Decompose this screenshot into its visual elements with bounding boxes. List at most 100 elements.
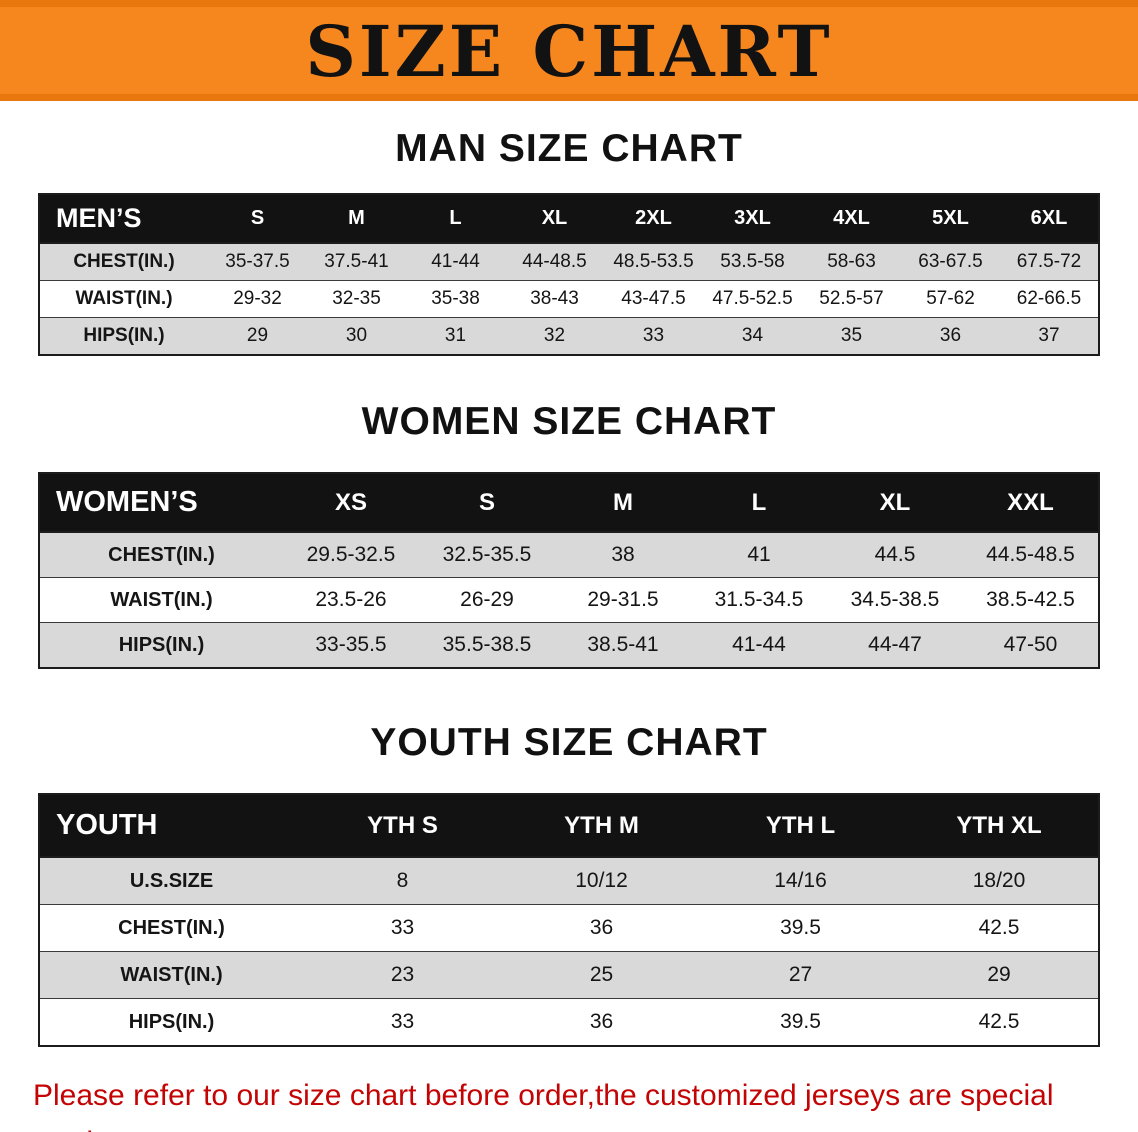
size-column-header: 3XL — [734, 207, 771, 229]
size-value: 30 — [345, 325, 368, 346]
size-column-header: XS — [334, 488, 367, 516]
size-value: 52.5-57 — [819, 288, 884, 309]
table-row: U.S.SIZE 8 10/12 14/16 18/20 — [39, 857, 1099, 905]
women-size-table: WOMEN’S XS S M L XL XXL CHEST(IN.) 29.5-32.5 32.5… — [38, 472, 1100, 669]
size-column-header: L — [751, 488, 767, 516]
size-column-header: XL — [541, 207, 568, 229]
men-size-table: MEN’S S M L XL 2XL 3XL 4XL 5XL 6XL CHEST(IN.) 35-37… — [38, 193, 1100, 356]
measurement-label: CHEST(IN.) — [118, 916, 225, 939]
size-column-header: YTH M — [564, 811, 639, 839]
size-value: 42.5 — [978, 916, 1020, 939]
size-value: 48.5-53.5 — [613, 251, 694, 272]
size-value: 36 — [939, 325, 962, 346]
size-column-header: XXL — [1007, 488, 1054, 516]
size-column-header: L — [449, 207, 462, 229]
size-value: 29 — [246, 325, 269, 346]
table-title-cell: WOMEN’S — [56, 486, 198, 518]
size-column-header: 2XL — [635, 207, 672, 229]
table-row: WAIST(IN.) 23 25 27 29 — [39, 951, 1099, 999]
youth-section-heading: YOUTH SIZE CHART — [370, 721, 768, 764]
youth-size-table: YOUTH YTH S YTH M YTH L YTH XL U.S.SIZE 8 10/12… — [38, 793, 1100, 1047]
size-value: 31 — [444, 325, 467, 346]
size-value: 38 — [611, 543, 635, 566]
size-value: 36 — [589, 1010, 614, 1033]
size-value: 41-44 — [732, 633, 786, 656]
table-title-cell: MEN’S — [56, 203, 142, 233]
size-value: 44-47 — [868, 633, 922, 656]
size-value: 33 — [390, 1010, 415, 1033]
table-header-row: YOUTH YTH S YTH M YTH L YTH XL — [39, 794, 1099, 857]
size-value: 58-63 — [827, 251, 876, 272]
size-column-header: YTH XL — [956, 811, 1042, 839]
size-value: 8 — [396, 869, 409, 892]
size-value: 34.5-38.5 — [850, 588, 940, 611]
size-value: 42.5 — [978, 1010, 1020, 1033]
size-value: 38.5-42.5 — [986, 588, 1075, 611]
size-value: 47-50 — [1003, 633, 1058, 656]
size-column-header: XL — [879, 488, 911, 516]
measurement-label: WAIST(IN.) — [75, 288, 173, 309]
size-column-header: YTH L — [765, 811, 836, 839]
measurement-label: CHEST(IN.) — [73, 251, 175, 272]
size-value: 38.5-41 — [587, 633, 659, 656]
footer-note: Please refer to our size chart before or… — [33, 1073, 1105, 1132]
size-value: 29-32 — [233, 288, 282, 309]
measurement-label: HIPS(IN.) — [83, 325, 165, 346]
size-value: 33 — [390, 916, 415, 939]
table-row: CHEST(IN.) 35-37.5 37.5-41 41-44 44-48.5 48.5… — [39, 243, 1099, 281]
size-value: 62-66.5 — [1016, 288, 1082, 309]
size-value: 39.5 — [780, 1010, 821, 1033]
size-column-header: 6XL — [1030, 207, 1068, 229]
table-row: CHEST(IN.) 33 36 39.5 42.5 — [39, 904, 1099, 952]
measurement-label: U.S.SIZE — [129, 869, 214, 892]
size-value: 37.5-41 — [324, 251, 389, 272]
size-value: 35-38 — [431, 288, 480, 309]
size-value: 35-37.5 — [225, 251, 290, 272]
size-column-header: S — [250, 207, 265, 229]
size-value: 14/16 — [774, 869, 827, 892]
size-value: 44.5 — [874, 543, 916, 566]
size-column-header: YTH S — [367, 811, 438, 839]
size-value: 26-29 — [460, 588, 514, 611]
table-header-row: MEN’S S M L XL 2XL 3XL 4XL 5XL 6XL — [39, 194, 1099, 243]
size-value: 63-67.5 — [918, 251, 983, 272]
table-row: WAIST(IN.) 23.5-26 26-29 29-31.5 31.5-34.5 34… — [39, 577, 1099, 623]
women-section-heading: WOMEN SIZE CHART — [361, 400, 777, 443]
table-row: HIPS(IN.) 33 36 39.5 42.5 — [39, 998, 1099, 1046]
size-value: 44.5-48.5 — [986, 543, 1075, 566]
size-value: 38-43 — [530, 288, 579, 309]
banner: SIZE CHART — [0, 0, 1138, 101]
footer-line-1: Please refer to our size chart before or… — [33, 1079, 1054, 1132]
size-column-header: S — [478, 488, 495, 516]
size-value: 41-44 — [431, 251, 480, 272]
size-value: 29-31.5 — [587, 588, 659, 611]
size-value: 29.5-32.5 — [306, 543, 396, 566]
size-value: 32 — [543, 325, 566, 346]
table-row: HIPS(IN.) 29 30 31 32 33 34 35 36 37 — [39, 317, 1099, 355]
size-value: 43-47.5 — [621, 288, 686, 309]
size-value: 31.5-34.5 — [714, 588, 804, 611]
men-section-heading: MAN SIZE CHART — [395, 127, 743, 170]
size-value: 47.5-52.5 — [712, 288, 793, 309]
size-value: 32-35 — [332, 288, 381, 309]
table-row: WAIST(IN.) 29-32 32-35 35-38 38-43 43-47.5 47.… — [39, 280, 1099, 318]
size-value: 67.5-72 — [1016, 251, 1082, 272]
size-value: 10/12 — [575, 869, 628, 892]
size-value: 32.5-35.5 — [442, 543, 532, 566]
size-value: 41 — [747, 543, 771, 566]
size-value: 33 — [642, 325, 665, 346]
size-value: 23 — [390, 963, 415, 986]
size-value: 34 — [741, 325, 764, 346]
measurement-label: WAIST(IN.) — [120, 963, 223, 986]
size-value: 33-35.5 — [315, 633, 387, 656]
size-value: 53.5-58 — [720, 251, 785, 272]
size-value: 27 — [788, 963, 813, 986]
size-value: 25 — [589, 963, 614, 986]
size-value: 37 — [1038, 325, 1060, 346]
table-row: CHEST(IN.) 29.5-32.5 32.5-35.5 38 41 44.5 44.5… — [39, 532, 1099, 578]
size-value: 36 — [589, 916, 614, 939]
size-column-header: 4XL — [833, 207, 870, 229]
size-value: 35 — [840, 325, 863, 346]
size-value: 23.5-26 — [315, 588, 387, 611]
